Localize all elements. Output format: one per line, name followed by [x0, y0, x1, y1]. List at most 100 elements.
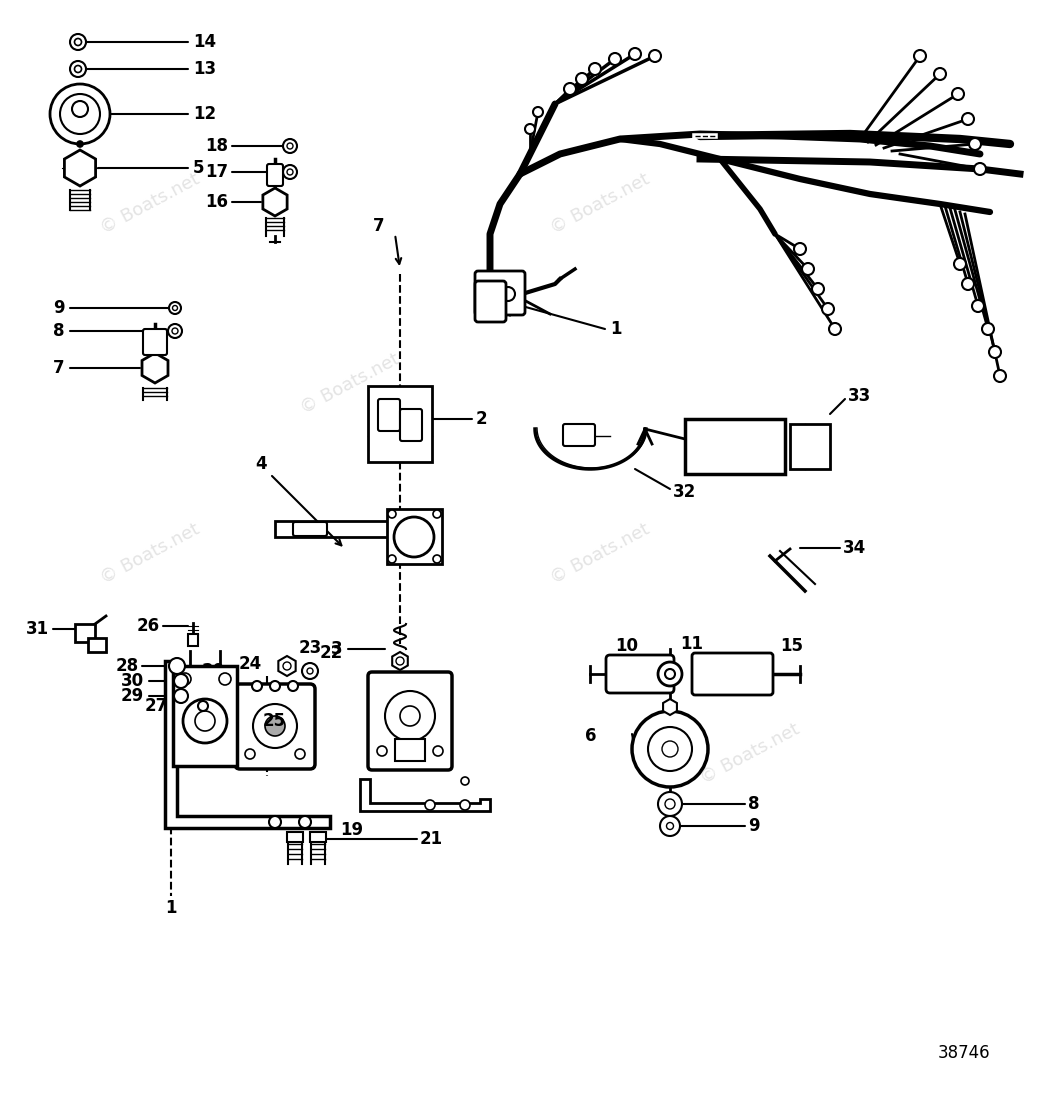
FancyBboxPatch shape: [293, 522, 327, 537]
FancyBboxPatch shape: [188, 634, 198, 646]
Circle shape: [174, 675, 188, 688]
FancyBboxPatch shape: [275, 521, 395, 537]
Circle shape: [70, 61, 86, 77]
Text: 31: 31: [26, 620, 49, 638]
Text: 18: 18: [204, 137, 228, 155]
FancyBboxPatch shape: [235, 684, 315, 769]
FancyBboxPatch shape: [368, 386, 432, 461]
Circle shape: [377, 746, 387, 756]
Text: 4: 4: [255, 455, 267, 473]
Circle shape: [460, 800, 470, 810]
Circle shape: [658, 662, 682, 686]
Circle shape: [589, 63, 601, 75]
Circle shape: [829, 323, 841, 335]
Circle shape: [245, 749, 255, 760]
FancyBboxPatch shape: [173, 666, 237, 766]
Circle shape: [50, 84, 110, 144]
Text: 7: 7: [374, 217, 385, 235]
Circle shape: [174, 689, 188, 703]
Circle shape: [168, 323, 182, 338]
Text: 16: 16: [204, 193, 228, 211]
Circle shape: [794, 243, 805, 255]
Circle shape: [658, 792, 682, 816]
Text: 19: 19: [340, 821, 363, 839]
Text: 33: 33: [848, 388, 871, 405]
Circle shape: [954, 258, 966, 270]
Circle shape: [172, 328, 177, 335]
Text: © Boats.net: © Boats.net: [547, 520, 653, 587]
Text: 34: 34: [843, 539, 867, 558]
Circle shape: [994, 370, 1006, 382]
Circle shape: [169, 302, 181, 314]
Circle shape: [425, 800, 435, 810]
Circle shape: [70, 34, 86, 50]
Text: 5: 5: [193, 159, 204, 177]
FancyBboxPatch shape: [563, 424, 595, 446]
Text: 28: 28: [116, 657, 139, 675]
Circle shape: [461, 777, 469, 785]
Circle shape: [397, 657, 404, 665]
Circle shape: [433, 555, 441, 563]
Text: 26: 26: [137, 617, 160, 635]
Text: 8: 8: [54, 322, 65, 340]
Circle shape: [665, 799, 675, 809]
Circle shape: [270, 681, 280, 691]
FancyBboxPatch shape: [378, 399, 400, 431]
Polygon shape: [392, 652, 408, 670]
Circle shape: [525, 124, 535, 134]
Circle shape: [433, 510, 441, 518]
Circle shape: [812, 283, 824, 295]
Circle shape: [822, 302, 834, 315]
Circle shape: [283, 164, 297, 179]
Text: © Boats.net: © Boats.net: [297, 350, 403, 417]
Circle shape: [632, 711, 708, 787]
Circle shape: [307, 668, 313, 675]
Circle shape: [388, 555, 397, 563]
Text: 14: 14: [193, 33, 216, 51]
Text: 3: 3: [330, 640, 342, 658]
Polygon shape: [165, 661, 330, 828]
Circle shape: [660, 816, 680, 836]
Text: 20: 20: [201, 662, 225, 680]
Circle shape: [649, 50, 661, 62]
Text: 2: 2: [476, 410, 488, 428]
Circle shape: [576, 73, 588, 85]
Circle shape: [665, 669, 675, 679]
Text: 29: 29: [120, 687, 144, 705]
Circle shape: [265, 716, 285, 736]
Circle shape: [286, 169, 293, 176]
Circle shape: [433, 746, 443, 756]
Circle shape: [172, 306, 177, 310]
Circle shape: [77, 141, 83, 147]
Circle shape: [532, 107, 543, 117]
Circle shape: [253, 704, 297, 749]
Text: 27: 27: [144, 697, 168, 715]
Circle shape: [609, 53, 621, 65]
Circle shape: [802, 263, 814, 275]
Polygon shape: [142, 353, 168, 383]
Polygon shape: [64, 150, 95, 185]
Polygon shape: [278, 656, 296, 676]
Circle shape: [952, 88, 964, 100]
Circle shape: [662, 741, 678, 757]
Circle shape: [962, 278, 974, 290]
Circle shape: [962, 113, 974, 125]
FancyBboxPatch shape: [143, 329, 167, 355]
FancyBboxPatch shape: [692, 652, 773, 696]
Circle shape: [283, 662, 291, 670]
Text: 38746: 38746: [937, 1044, 990, 1062]
Text: 6: 6: [585, 728, 597, 745]
FancyBboxPatch shape: [75, 624, 95, 643]
Circle shape: [972, 300, 984, 312]
Text: 17: 17: [204, 163, 228, 181]
Circle shape: [288, 681, 298, 691]
Circle shape: [283, 139, 297, 153]
FancyBboxPatch shape: [368, 672, 452, 769]
Text: 21: 21: [420, 830, 443, 848]
Circle shape: [974, 163, 986, 176]
Circle shape: [629, 47, 641, 60]
FancyBboxPatch shape: [310, 832, 326, 842]
Text: 25: 25: [263, 712, 286, 730]
Circle shape: [286, 144, 293, 149]
Circle shape: [60, 94, 100, 134]
